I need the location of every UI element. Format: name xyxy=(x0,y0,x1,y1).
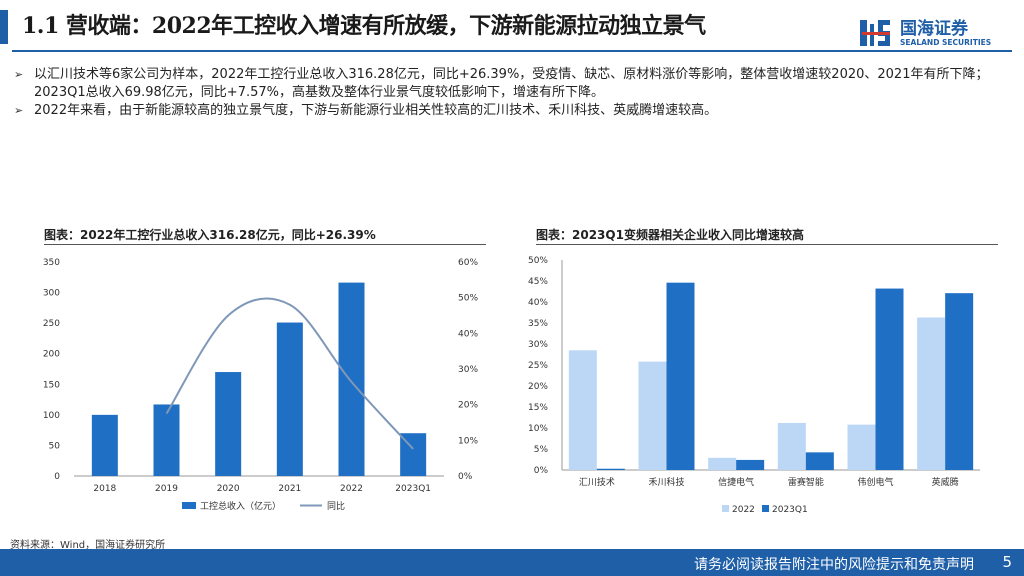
source-note: 资料来源：Wind，国海证券研究所 xyxy=(10,540,166,551)
revenue-bar xyxy=(338,282,365,476)
x-tick-label: 禾川科技 xyxy=(648,476,684,488)
growth-bar-2022 xyxy=(568,350,597,470)
y-tick-label: 50% xyxy=(528,256,548,266)
bullet-arrow-icon: ➢ xyxy=(14,68,24,81)
x-tick-label: 雷赛智能 xyxy=(788,476,824,488)
x-tick-label: 汇川技术 xyxy=(579,476,615,488)
y-tick-label: 0% xyxy=(534,466,549,476)
x-tick-label: 2021 xyxy=(278,484,301,494)
y-tick-label: 5% xyxy=(534,445,549,455)
legend-label-yoy: 同比 xyxy=(327,500,345,512)
growth-bar-2022 xyxy=(777,422,806,470)
bullet-list: ➢ 以汇川技术等6家公司为样本，2022年工控行业总收入316.28亿元，同比+… xyxy=(12,66,1012,120)
chart2-title-rule xyxy=(536,244,998,245)
x-tick-label: 2020 xyxy=(217,484,240,494)
legend-label-2023Q1: 2023Q1 xyxy=(772,505,808,515)
bullet-text: 以汇川技术等6家公司为样本，2022年工控行业总收入316.28亿元，同比+26… xyxy=(34,67,989,100)
chart1-title-rule xyxy=(44,244,486,245)
legend-label-2022: 2022 xyxy=(732,505,755,515)
y2-tick-label: 40% xyxy=(458,329,478,339)
y-tick-label: 15% xyxy=(528,403,548,413)
x-tick-label: 2018 xyxy=(93,484,116,494)
title-divider xyxy=(12,50,1012,52)
y-tick-label: 35% xyxy=(528,319,548,329)
x-tick-label: 英威腾 xyxy=(932,476,959,488)
page-title: 1.1 营收端：2022年工控收入增速有所放缓，下游新能源拉动独立景气 xyxy=(22,13,706,39)
bullet-item: ➢ 2022年来看，由于新能源较高的独立景气度，下游与新能源行业相关性较高的汇川… xyxy=(12,102,1012,120)
legend-swatch-2022 xyxy=(722,505,729,512)
y2-tick-label: 60% xyxy=(458,258,478,268)
y-tick-label: 200 xyxy=(43,350,60,360)
x-tick-label: 2023Q1 xyxy=(395,484,431,494)
x-tick-label: 2019 xyxy=(155,484,178,494)
logo-english-text: SEALAND SECURITIES xyxy=(900,38,992,47)
bullet-text: 2022年来看，由于新能源较高的独立景气度，下游与新能源行业相关性较高的汇川技术… xyxy=(34,103,718,118)
revenue-bar xyxy=(153,404,180,476)
chart-growth-by-company: 0% 5% 10% 15% 20% 25% 30% 35% 40% 45% 50% 汇川技术 禾川科技 信… xyxy=(528,256,980,515)
title-accent-bar xyxy=(0,10,8,44)
y-tick-label: 30% xyxy=(528,340,548,350)
x-tick-label: 信捷电气 xyxy=(718,476,754,488)
growth-bar-2022 xyxy=(917,317,946,470)
legend-swatch-revenue xyxy=(182,502,196,509)
y-tick-label: 25% xyxy=(528,361,548,371)
y-tick-label: 250 xyxy=(43,319,60,329)
revenue-bar xyxy=(91,414,118,476)
growth-bar-2022 xyxy=(708,457,737,470)
y2-tick-label: 30% xyxy=(458,365,478,375)
chart2-title: 图表：2023Q1变频器相关企业收入同比增速较高 xyxy=(536,228,804,242)
growth-bar-2023Q1 xyxy=(875,288,904,470)
y-tick-label: 100 xyxy=(43,411,60,421)
y-tick-label: 150 xyxy=(43,380,60,390)
y-tick-label: 10% xyxy=(528,424,548,434)
growth-bar-2023Q1 xyxy=(666,282,695,470)
legend-label-revenue: 工控总收入（亿元） xyxy=(200,500,281,512)
growth-bar-2023Q1 xyxy=(596,468,625,470)
page-number: 5 xyxy=(1002,553,1012,571)
y2-tick-label: 50% xyxy=(458,294,478,304)
logo-chinese-text: 国海证券 xyxy=(900,19,968,39)
y2-tick-label: 20% xyxy=(458,401,478,411)
y-tick-label: 20% xyxy=(528,382,548,392)
y-tick-label: 40% xyxy=(528,298,548,308)
y2-tick-label: 10% xyxy=(458,436,478,446)
disclaimer-text: 请务必阅读报告附注中的风险提示和免责声明 xyxy=(694,557,974,573)
company-logo: 国海证券 SEALAND SECURITIES xyxy=(858,14,1008,54)
growth-bar-2022 xyxy=(638,361,667,470)
x-tick-label: 伟创电气 xyxy=(857,476,893,488)
y-tick-label: 350 xyxy=(43,258,60,268)
chart-revenue: 0 50 100 150 200 250 300 350 0% 10% 20% 30% 40% 50% 60… xyxy=(43,258,479,512)
revenue-bar xyxy=(276,322,303,476)
y-tick-label: 300 xyxy=(43,289,60,299)
growth-bar-2023Q1 xyxy=(945,293,974,470)
y-tick-label: 0 xyxy=(54,472,60,482)
y-tick-label: 50 xyxy=(49,441,61,451)
revenue-bar xyxy=(215,372,242,476)
legend-swatch-2023Q1 xyxy=(762,505,769,512)
growth-bar-2022 xyxy=(847,424,876,470)
bullet-item: ➢ 以汇川技术等6家公司为样本，2022年工控行业总收入316.28亿元，同比+… xyxy=(12,66,1012,102)
bullet-arrow-icon: ➢ xyxy=(14,104,24,117)
x-tick-label: 2022 xyxy=(340,484,363,494)
chart1-title: 图表：2022年工控行业总收入316.28亿元，同比+26.39% xyxy=(44,228,376,242)
footer-bar: 请务必阅读报告附注中的风险提示和免责声明 5 xyxy=(0,549,1024,576)
y-tick-label: 45% xyxy=(528,277,548,287)
growth-bar-2023Q1 xyxy=(736,459,765,470)
yoy-growth-line xyxy=(165,297,414,450)
y2-tick-label: 0% xyxy=(458,472,473,482)
sealand-logo-icon xyxy=(860,20,890,46)
growth-bar-2023Q1 xyxy=(805,452,834,470)
